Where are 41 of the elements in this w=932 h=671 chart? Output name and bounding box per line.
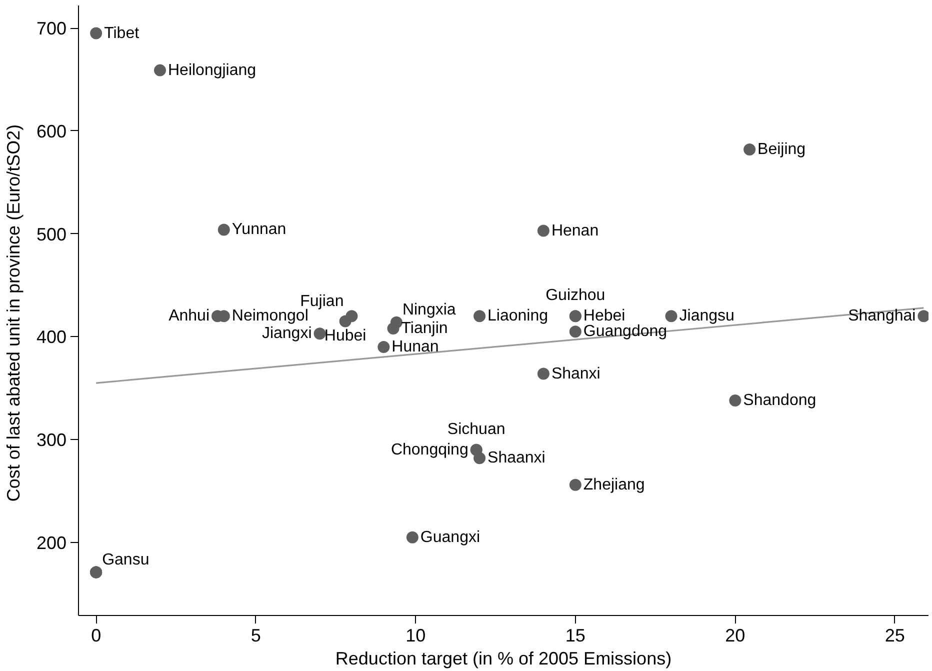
x-axis-title: Reduction target (in % of 2005 Emissions) [335, 648, 672, 668]
y-tick-label: 200 [36, 532, 67, 553]
annotation: Guizhou [546, 287, 606, 304]
annotation: Shandong [743, 392, 816, 410]
annotation: Neimongol [232, 308, 308, 325]
annotation: Tibet [104, 24, 140, 42]
annotation: Fujian [300, 293, 344, 310]
annotation: Liaoning [488, 308, 548, 325]
annotation: Sichuan [447, 420, 506, 438]
x-tick-label: 15 [565, 626, 586, 646]
annotation: Hunan [392, 338, 439, 356]
y-tick-label: 600 [36, 121, 67, 142]
annotation: Anhui [168, 308, 210, 325]
annotation: Hebei [583, 308, 626, 325]
annotation: Heilongjiang [168, 62, 256, 79]
y-tick-label: 700 [36, 18, 67, 39]
annotation: Guangxi [420, 528, 480, 546]
y-axis-title: Cost of last abated unit in province (Euro/tSO2) [3, 124, 24, 502]
annotation: Ningxia [402, 301, 456, 318]
x-tick-label: 20 [725, 626, 746, 646]
y-tick-label: 500 [36, 224, 67, 244]
x-tick-label: 0 [91, 626, 102, 646]
x-tick-label: 25 [884, 626, 905, 646]
annotation: Yunnan [232, 221, 286, 238]
annotation: Henan [551, 222, 599, 240]
annotation: Shanghai [848, 308, 916, 325]
x-tick-label: 10 [406, 626, 426, 646]
annotation: Zhejiang [583, 476, 645, 494]
annotation: Tianjin [401, 320, 448, 337]
annotation: Jiangxi [262, 325, 312, 342]
annotation: Beijing [758, 141, 806, 158]
y-tick-label: 400 [36, 327, 67, 348]
annotation: Hubei [324, 327, 366, 344]
annotation: Jiangsu [679, 308, 734, 325]
y-tick-label: 300 [36, 430, 67, 450]
annotation: Guangdong [583, 323, 668, 340]
annotation: Shaanxi [488, 450, 546, 467]
annotation: Gansu [102, 551, 150, 568]
annotation: Chongqing [390, 441, 468, 458]
x-tick-label: 5 [250, 626, 261, 646]
annotation: Shanxi [551, 365, 600, 382]
